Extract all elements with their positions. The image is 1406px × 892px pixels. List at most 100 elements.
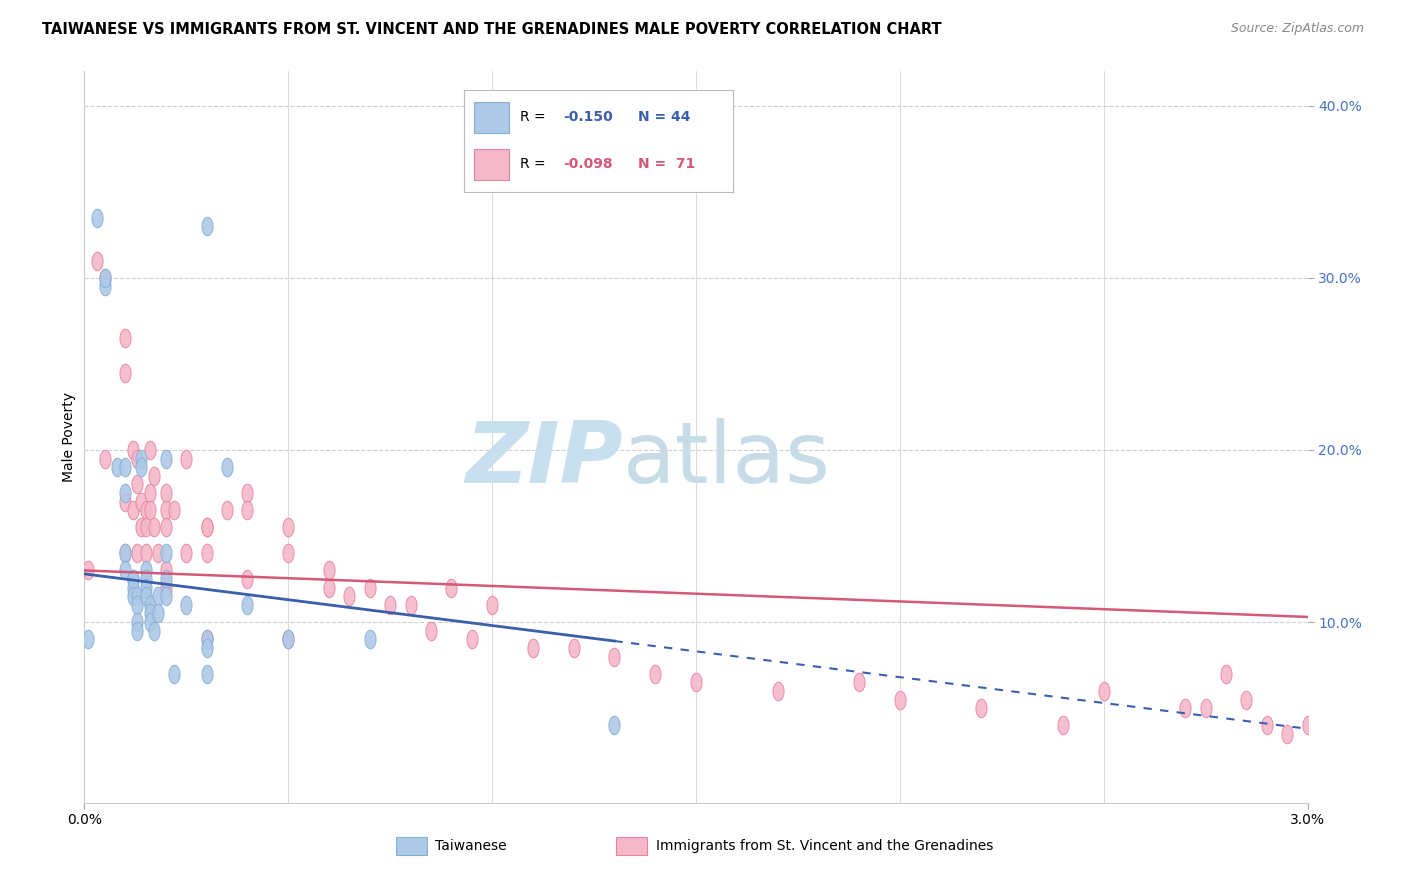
Point	[195, 546, 218, 560]
Point	[86, 253, 108, 268]
Point	[644, 666, 666, 681]
Point	[277, 632, 299, 647]
Point	[138, 615, 160, 629]
Point	[93, 271, 117, 285]
Point	[127, 598, 149, 612]
Point	[86, 211, 108, 225]
Point	[1052, 718, 1074, 732]
Point	[236, 486, 259, 500]
Point	[603, 718, 626, 732]
Point	[105, 460, 128, 475]
Point	[889, 692, 911, 706]
Point	[138, 598, 160, 612]
Point	[114, 494, 136, 508]
Point	[685, 675, 707, 690]
Text: Source: ZipAtlas.com: Source: ZipAtlas.com	[1230, 22, 1364, 36]
FancyBboxPatch shape	[396, 838, 427, 855]
Point	[122, 572, 145, 586]
Point	[135, 581, 157, 595]
Point	[114, 366, 136, 380]
Point	[461, 632, 484, 647]
Point	[195, 632, 218, 647]
Point	[236, 598, 259, 612]
Point	[127, 546, 149, 560]
Point	[127, 624, 149, 638]
Point	[195, 632, 218, 647]
Point	[1236, 692, 1258, 706]
Point	[135, 564, 157, 578]
Point	[236, 572, 259, 586]
Point	[135, 572, 157, 586]
Text: ZIP: ZIP	[465, 417, 623, 500]
Point	[155, 564, 177, 578]
Point	[127, 615, 149, 629]
Point	[146, 607, 169, 621]
Point	[77, 564, 100, 578]
Point	[93, 271, 117, 285]
Point	[142, 624, 165, 638]
Point	[122, 572, 145, 586]
Point	[176, 546, 198, 560]
Point	[155, 581, 177, 595]
Point	[195, 640, 218, 655]
Point	[1092, 684, 1115, 698]
Point	[142, 468, 165, 483]
Point	[146, 589, 169, 603]
Point	[142, 520, 165, 534]
Point	[138, 486, 160, 500]
Point	[399, 598, 422, 612]
FancyBboxPatch shape	[616, 838, 647, 855]
Point	[195, 520, 218, 534]
Point	[359, 632, 381, 647]
Point	[122, 442, 145, 457]
Point	[122, 581, 145, 595]
Point	[135, 520, 157, 534]
Point	[131, 460, 153, 475]
Y-axis label: Male Poverty: Male Poverty	[62, 392, 76, 482]
Point	[138, 442, 160, 457]
Point	[236, 503, 259, 517]
Point	[114, 460, 136, 475]
Point	[380, 598, 402, 612]
Point	[1174, 701, 1197, 715]
Point	[1296, 718, 1319, 732]
Point	[1277, 727, 1299, 741]
Point	[195, 666, 218, 681]
Point	[163, 666, 186, 681]
Point	[163, 503, 186, 517]
Point	[176, 451, 198, 466]
Point	[562, 640, 585, 655]
Point	[155, 486, 177, 500]
Point	[176, 598, 198, 612]
Point	[420, 624, 443, 638]
Point	[359, 581, 381, 595]
Point	[155, 589, 177, 603]
Point	[155, 546, 177, 560]
Point	[277, 520, 299, 534]
Point	[135, 503, 157, 517]
Point	[318, 581, 340, 595]
Point	[77, 632, 100, 647]
Point	[122, 503, 145, 517]
Point	[970, 701, 993, 715]
Point	[122, 589, 145, 603]
Point	[339, 589, 361, 603]
Point	[155, 572, 177, 586]
Point	[93, 279, 117, 293]
Point	[131, 494, 153, 508]
Point	[127, 589, 149, 603]
Point	[114, 546, 136, 560]
Point	[93, 451, 117, 466]
Point	[127, 451, 149, 466]
Point	[138, 607, 160, 621]
Point	[155, 451, 177, 466]
Point	[114, 564, 136, 578]
Text: Taiwanese: Taiwanese	[436, 839, 508, 853]
Point	[277, 546, 299, 560]
Point	[766, 684, 789, 698]
Point	[135, 589, 157, 603]
Point	[603, 649, 626, 664]
Point	[848, 675, 870, 690]
Point	[1195, 701, 1218, 715]
Point	[146, 546, 169, 560]
